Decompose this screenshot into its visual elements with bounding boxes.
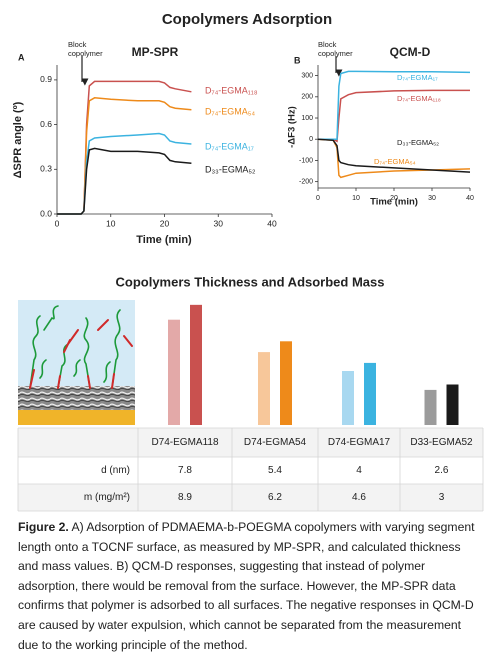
table-row-bg [18,484,483,511]
y-tick-label: 300 [301,72,313,79]
series-label: D₇₄-EGMA₁₇ [397,73,438,82]
y-tick-label: -200 [299,178,313,185]
table-cell: 6.2 [268,492,282,503]
line [318,70,471,140]
x-tick-label: 30 [428,195,436,202]
y-tick-label: -100 [299,157,313,164]
bar [258,352,270,425]
table-row-bg [18,428,483,457]
table-cell: 2.6 [435,465,449,476]
y-tick-label: 0.0 [40,208,52,218]
x-axis-label: Time (min) [136,234,192,246]
y-tick-label: 0.3 [40,164,52,174]
table-header: D74-EGMA54 [244,437,307,448]
bar [280,341,292,425]
x-tick-label: 10 [106,218,116,228]
series-label: D₇₄-EGMA₁₇ [205,141,254,151]
bar [190,304,202,425]
table-header: D74-EGMA17 [328,437,391,448]
y-tick-label: 0.6 [40,119,52,129]
x-tick-label: 20 [390,195,398,202]
y-tick-label: 200 [301,94,313,101]
figure-title: Copolymers Adsorption [162,11,332,28]
chart-title: MP-SPR [132,45,179,59]
line [57,97,192,215]
table-cell: 3 [439,492,445,503]
table-cell: 4.6 [352,492,366,503]
annotation: copolymer [68,49,103,58]
x-tick-label: 20 [160,218,170,228]
y-tick-label: 0 [309,136,313,143]
bar [364,362,376,425]
table-cell: 8.9 [178,492,192,503]
series-label: D₃₃-EGMA₅₂ [205,164,256,174]
x-tick-label: 30 [214,218,224,228]
table-cell: 4 [356,465,362,476]
series-label: D₇₄-EGMA₅₄ [205,106,255,116]
caption-text: A) Adsorption of PDMAEMA-b-POEGMA copoly… [18,520,475,652]
bar [168,319,180,425]
line [57,80,192,215]
line [317,138,471,173]
annotation: Block [318,40,337,49]
series-label: D₃₃-EGMA₅₂ [397,138,439,147]
table-cell: 5.4 [268,465,282,476]
line [318,89,470,143]
line [57,147,192,215]
y-tick-label: 100 [301,115,313,122]
table-header: D33-EGMA52 [410,437,473,448]
x-tick-label: 10 [352,195,360,202]
chart-title: QCM-D [390,45,431,59]
annotation: copolymer [318,49,353,58]
x-tick-label: 0 [55,218,60,228]
x-tick-label: 0 [316,195,320,202]
series-label: D₇₄-EGMA₁₁₈ [397,94,441,103]
series-label: D₇₄-EGMA₅₄ [374,157,416,166]
illustration [18,300,135,425]
line [57,132,192,215]
annotation: Block [68,40,87,49]
panel-label: B [294,55,301,65]
table-cell: 7.8 [178,465,192,476]
x-tick-label: 40 [267,218,277,228]
table-header: D74-EGMA118 [151,437,219,448]
panel-label: A [18,52,25,62]
chart-title: Copolymers Thickness and Adsorbed Mass [116,274,385,289]
table-row-label: d (nm) [101,465,130,476]
caption-label: Figure 2. [18,520,69,534]
series-label: D₇₄-EGMA₁₁₈ [205,85,258,95]
y-axis-label: -ΔF3 (Hz) [287,106,298,148]
x-axis-label: Time (min) [370,197,418,208]
y-axis-label: ΔSPR angle (º) [12,101,24,178]
bar [342,371,354,425]
figure: Copolymers Adsorption A MP-SPRBlockcopoly… [12,11,484,512]
caption: Figure 2. A) Adsorption of PDMAEMA-b-POE… [18,518,484,655]
y-tick-label: 0.9 [40,74,52,84]
table-row-label: m (mg/m²) [84,492,130,503]
bar [424,389,437,425]
bar [446,384,459,425]
x-tick-label: 40 [466,195,474,202]
